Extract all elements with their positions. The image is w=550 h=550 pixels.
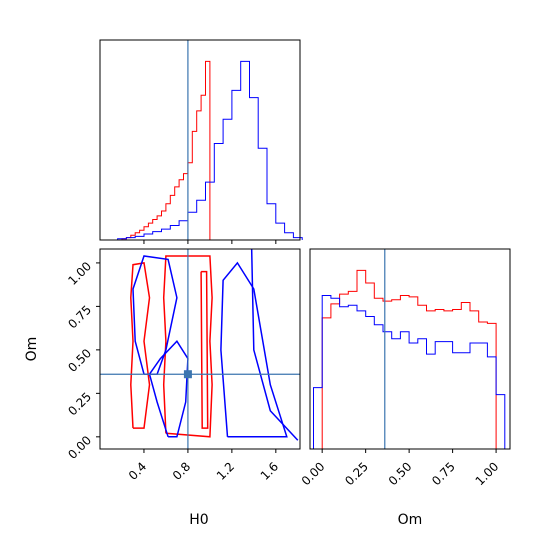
h0-tick-label-1: 0.8: [170, 459, 193, 482]
om-y-tick-label-2: 0.50: [65, 346, 94, 375]
contour-group: [130, 249, 299, 441]
om-y-tick-label-0: 0.00: [65, 433, 94, 462]
contour-series-0-level-0: [130, 262, 151, 429]
contour-series-1-level-1: [148, 339, 189, 438]
contour-series-0-level-1: [162, 255, 213, 438]
contour-series-1-level-3: [250, 249, 299, 441]
h0-tick-label-2: 1.2: [214, 459, 237, 482]
x-axis-label-h0: H0: [189, 512, 208, 528]
om-histogram-group: [313, 269, 506, 449]
h0-om-contour-panel: 0.4 0.8 1.2 1.6 0.00 0.25 0.50 0.75 1.00: [65, 248, 301, 483]
om-x-tick-label-0: 0.00: [299, 459, 328, 488]
y-axis-label-om: Om: [24, 337, 40, 362]
om-histogram-series-0: [321, 269, 497, 449]
om-histogram-frame: [309, 248, 511, 450]
contour-panel-frame: [99, 248, 301, 450]
om-x-tick-label-2: 0.50: [386, 459, 415, 488]
h0-histogram-panel: [99, 39, 303, 244]
h0-histogram-frame: [99, 39, 301, 241]
om-x-tick-label-1: 0.25: [342, 459, 371, 488]
om-histogram-series-1: [313, 295, 506, 449]
contour-series-1-level-0: [132, 255, 178, 375]
om-x-tick-label-3: 0.75: [429, 459, 458, 488]
om-x-tick-label-4: 1.00: [473, 459, 502, 488]
h0-tick-label-3: 1.6: [258, 459, 281, 482]
h0-histogram-series-1: [117, 60, 303, 240]
om-y-tick-label-1: 0.25: [65, 390, 94, 419]
h0-histogram-series-0: [117, 60, 219, 241]
truth-point: [183, 370, 192, 379]
om-y-tick-label-3: 0.75: [65, 303, 94, 332]
contour-series-0-level-2: [200, 270, 209, 429]
om-histogram-panel: 0.00 0.25 0.50 0.75 1.00: [299, 248, 511, 488]
contour-series-1-level-2: [220, 261, 288, 438]
h0-tick-label-0: 0.4: [126, 459, 149, 482]
x-axis-label-om: Om: [398, 512, 423, 528]
om-y-tick-label-4: 1.00: [65, 259, 94, 288]
